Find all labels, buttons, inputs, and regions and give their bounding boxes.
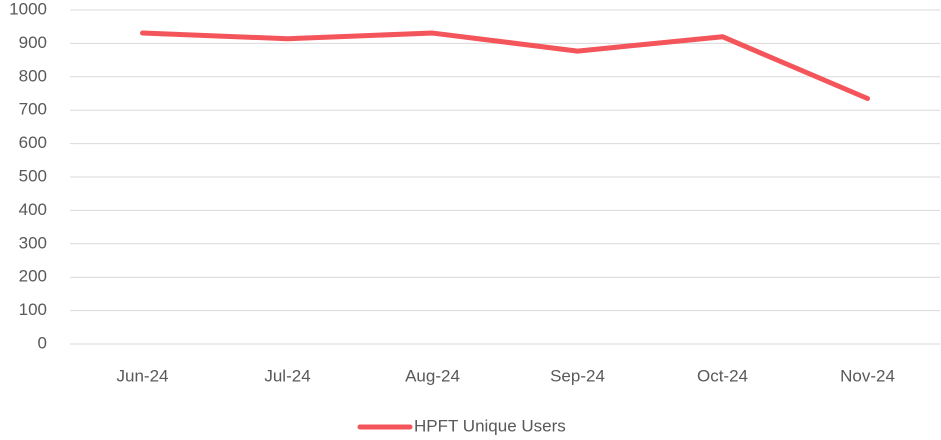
x-tick-label: Oct-24 (697, 366, 748, 385)
y-tick-label: 300 (19, 233, 47, 252)
y-tick-label: 700 (19, 100, 47, 119)
y-tick-label: 800 (19, 66, 47, 85)
y-tick-label: 200 (19, 267, 47, 286)
y-tick-label: 1000 (9, 0, 47, 18)
legend-label: HPFT Unique Users (414, 416, 566, 435)
y-tick-label: 0 (38, 333, 47, 352)
y-tick-label: 500 (19, 166, 47, 185)
y-tick-label: 100 (19, 300, 47, 319)
x-tick-label: Sep-24 (550, 366, 605, 385)
y-tick-label: 400 (19, 200, 47, 219)
x-tick-label: Jun-24 (117, 366, 169, 385)
y-tick-label: 600 (19, 133, 47, 152)
x-tick-label: Jul-24 (264, 366, 310, 385)
x-tick-label: Aug-24 (405, 366, 460, 385)
y-tick-label: 900 (19, 33, 47, 52)
x-tick-label: Nov-24 (840, 366, 895, 385)
series-line (140, 30, 870, 102)
